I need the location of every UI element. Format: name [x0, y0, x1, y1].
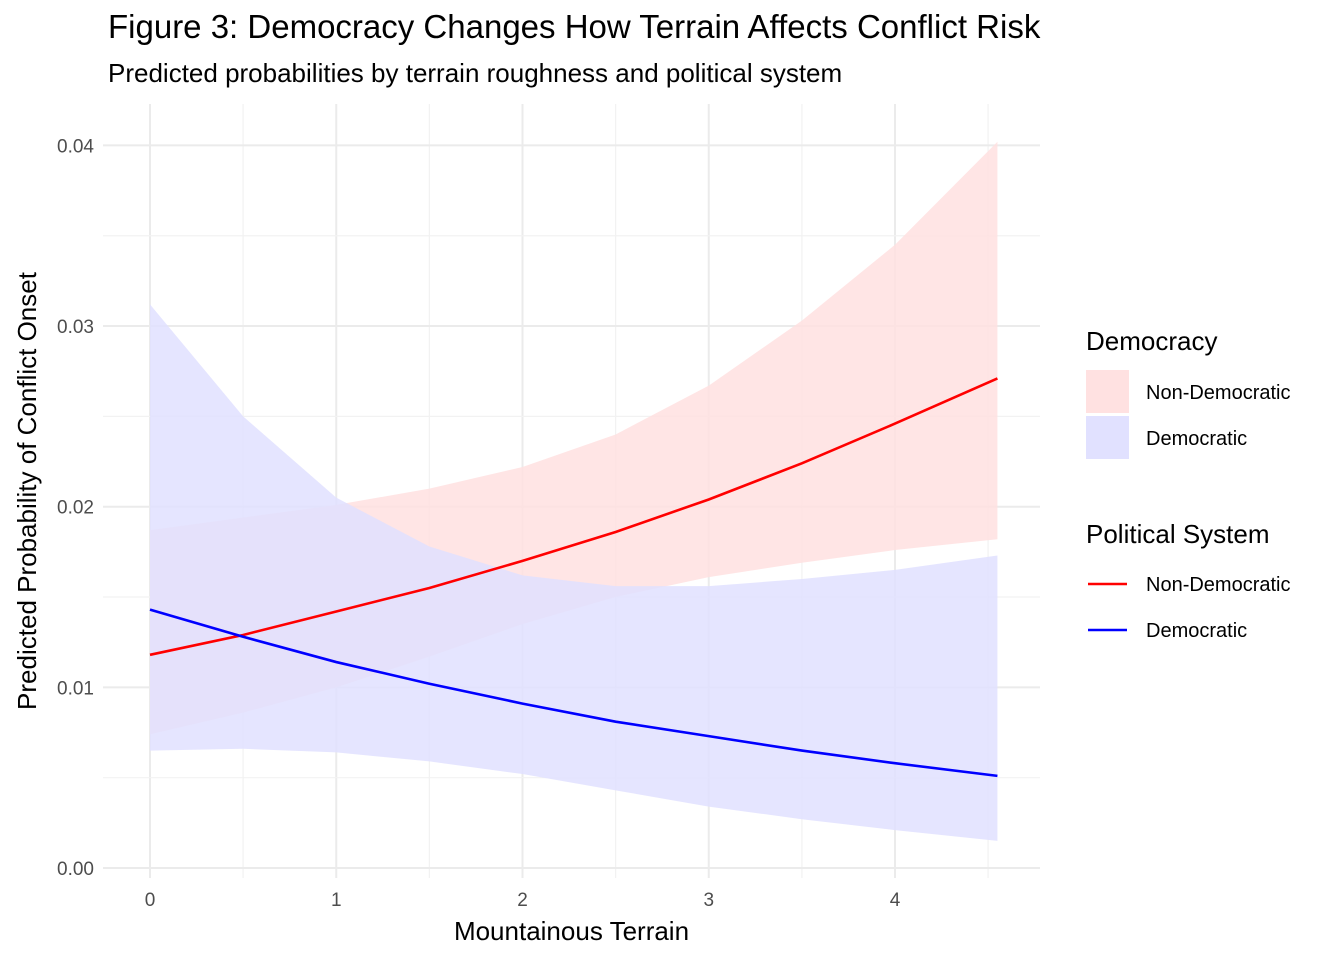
legend-title-political-system: Political System	[1086, 519, 1270, 549]
legend-key-fill	[1086, 416, 1129, 459]
x-tick-label: 2	[517, 890, 528, 911]
x-tick-label: 0	[145, 890, 156, 911]
x-tick-label: 4	[890, 890, 901, 911]
x-axis-title: Mountainous Terrain	[454, 916, 689, 946]
legend-label: Democratic	[1146, 620, 1247, 642]
y-tick-label: 0.03	[57, 317, 94, 338]
x-tick-label: 1	[331, 890, 342, 911]
y-tick-label: 0.04	[57, 136, 94, 157]
x-axis-ticks: 0 1 2 3 4	[145, 890, 901, 911]
chart-title: Figure 3: Democracy Changes How Terrain …	[108, 8, 1041, 45]
prediction-lines	[149, 377, 998, 778]
series-line-non-democratic	[149, 377, 998, 657]
y-tick-label: 0.00	[57, 859, 94, 880]
legend-label: Non-Democratic	[1146, 574, 1290, 596]
y-tick-label: 0.01	[57, 678, 94, 699]
y-tick-label: 0.02	[57, 498, 94, 519]
legend-label: Non-Democratic	[1146, 382, 1290, 404]
chart-subtitle: Predicted probabilities by terrain rough…	[108, 58, 843, 88]
legend: Democracy Non-Democratic Democratic Politic…	[1086, 326, 1290, 642]
legend-title-democracy: Democracy	[1086, 326, 1217, 356]
y-axis-ticks: 0.00 0.01 0.02 0.03 0.04	[57, 136, 94, 880]
confidence-band-democratic	[150, 304, 998, 841]
legend-key-fill	[1086, 370, 1129, 413]
series-line-democratic	[149, 608, 998, 778]
x-tick-label: 3	[703, 890, 714, 911]
y-axis-title: Predicted Probability of Conflict Onset	[12, 271, 42, 710]
confidence-bands	[150, 141, 998, 841]
legend-label: Democratic	[1146, 428, 1247, 450]
